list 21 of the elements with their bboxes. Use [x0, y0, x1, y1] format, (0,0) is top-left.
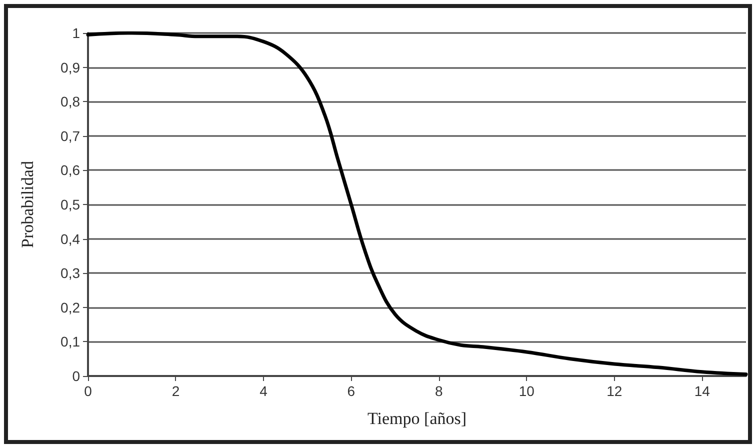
- y-tick-label: 0: [72, 368, 80, 384]
- y-tick-label: 0,5: [60, 196, 80, 212]
- x-tick-label: 4: [260, 383, 268, 399]
- y-tick-label: 0,4: [60, 230, 80, 247]
- y-tick-label: 0,6: [60, 162, 80, 178]
- x-tick-label: 0: [84, 383, 92, 399]
- y-tick-label: 0,9: [60, 59, 80, 76]
- y-tick-label: 0,7: [60, 128, 80, 144]
- x-tick-label: 10: [518, 383, 535, 399]
- x-tick-label: 14: [694, 383, 710, 399]
- x-axis-title: Tiempo [años]: [367, 409, 467, 428]
- x-tick-label: 6: [347, 383, 356, 399]
- y-axis-title: Probabilidad: [18, 160, 37, 248]
- y-tick-label: 0,8: [60, 94, 80, 110]
- y-tick-label: 1: [72, 25, 80, 41]
- x-tick-label: 12: [606, 383, 622, 399]
- y-tick-label: 0,2: [60, 299, 80, 316]
- y-tick-label: 0,3: [60, 265, 80, 282]
- y-tick-label: 0,1: [60, 334, 80, 350]
- x-tick-label: 8: [435, 383, 444, 399]
- x-tick-label: 2: [172, 383, 180, 399]
